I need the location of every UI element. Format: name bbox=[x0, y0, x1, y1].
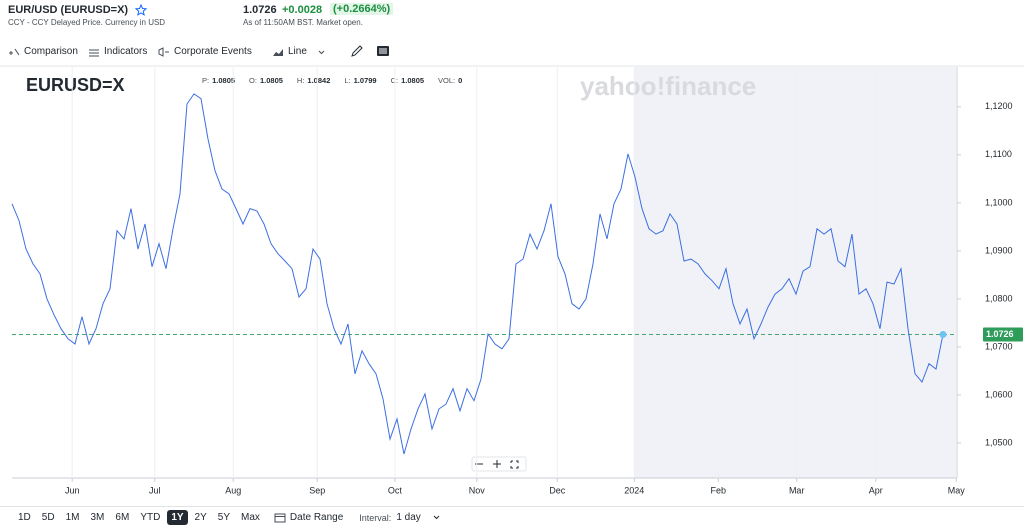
range-button[interactable]: 5Y bbox=[217, 512, 231, 523]
y-tick-label: 1,1200 bbox=[985, 101, 1013, 111]
x-tick-label: Jun bbox=[65, 485, 80, 495]
info-value: 1.0805 bbox=[212, 76, 235, 85]
date-range-button[interactable]: Date Range bbox=[274, 512, 343, 523]
x-tick-label: Apr bbox=[869, 485, 883, 495]
comparison-button[interactable]: Comparison bbox=[8, 46, 78, 57]
label: Comparison bbox=[24, 46, 78, 57]
info-label: H: bbox=[297, 76, 305, 85]
interval-dropdown[interactable] bbox=[423, 513, 443, 523]
timestamp: As of 11:50AM BST. Market open. bbox=[243, 18, 363, 27]
label: Date Range bbox=[289, 512, 344, 523]
zoom-in[interactable] bbox=[493, 460, 501, 468]
range-button[interactable]: Max bbox=[241, 512, 260, 523]
y-tick-label: 1,0900 bbox=[985, 245, 1013, 255]
range-button[interactable]: 5D bbox=[41, 512, 55, 523]
chart-symbol: EURUSD=X bbox=[26, 75, 125, 95]
watermark: yahoo!finance bbox=[580, 71, 756, 101]
range-button[interactable]: 1M bbox=[65, 512, 80, 523]
price-line bbox=[11, 93, 944, 455]
range-button[interactable]: YTD bbox=[140, 512, 161, 523]
info-value: 1.0799 bbox=[354, 76, 377, 85]
x-tick-label: Nov bbox=[469, 485, 486, 495]
fullscreen[interactable] bbox=[510, 460, 519, 469]
price-change: +0.0028 bbox=[282, 4, 323, 16]
y-tick-label: 1,0500 bbox=[985, 437, 1013, 447]
quote-subtitle: CCY - CCY Delayed Price. Currency in USD bbox=[8, 18, 166, 27]
interval-label: Interval: bbox=[359, 512, 392, 523]
price: 1.0726 bbox=[243, 4, 277, 16]
info-value: 1.0805 bbox=[401, 76, 424, 85]
range-button[interactable]: 1Y bbox=[167, 510, 188, 525]
info-label: L: bbox=[344, 76, 350, 85]
x-tick-label: Jul bbox=[149, 485, 161, 495]
y-tick-label: 1,1000 bbox=[985, 197, 1013, 207]
info-label: P: bbox=[202, 76, 209, 85]
x-tick-label: May bbox=[948, 485, 966, 495]
info-value: 1.0805 bbox=[260, 76, 283, 85]
x-tick-label: Dec bbox=[549, 485, 566, 495]
table-icon[interactable] bbox=[376, 45, 390, 57]
y-tick-label: 1,1100 bbox=[985, 149, 1012, 159]
x-tick-label: Aug bbox=[225, 485, 241, 495]
range-button[interactable]: 3M bbox=[90, 512, 105, 523]
label: Corporate Events bbox=[174, 46, 252, 57]
label: Indicators bbox=[104, 46, 148, 57]
star-icon[interactable] bbox=[135, 4, 147, 16]
range-button[interactable]: 1D bbox=[18, 512, 31, 523]
zoom-controls bbox=[471, 456, 527, 472]
chart-style-button[interactable]: Line bbox=[272, 46, 327, 57]
range-buttons: 1D 5D 1M 3M 6M YTD 1Y 2Y 5Y Max bbox=[14, 510, 264, 525]
info-label: O: bbox=[249, 76, 257, 85]
price-change-percent: (+0.2664%) bbox=[330, 3, 394, 15]
highlight-region bbox=[634, 67, 957, 478]
info-value: 0 bbox=[458, 76, 462, 85]
y-tick-label: 1,0800 bbox=[985, 293, 1013, 303]
range-button[interactable]: 6M bbox=[115, 512, 130, 523]
quote-title: EUR/USD (EURUSD=X) bbox=[8, 4, 129, 16]
range-button[interactable]: 2Y bbox=[194, 512, 207, 523]
label: Line bbox=[288, 46, 307, 57]
info-label: C: bbox=[391, 76, 399, 85]
x-tick-label: Feb bbox=[711, 485, 727, 495]
last-point bbox=[939, 330, 947, 338]
info-value: 1.0842 bbox=[307, 76, 330, 85]
x-tick-label: Mar bbox=[789, 485, 805, 495]
draw-icon[interactable] bbox=[350, 44, 364, 58]
info-label: VOL: bbox=[438, 76, 455, 85]
indicators-button[interactable]: Indicators bbox=[88, 46, 147, 57]
bottom-bar: 1D 5D 1M 3M 6M YTD 1Y 2Y 5Y Max Date Range Interv… bbox=[0, 506, 1024, 528]
y-tick-label: 1,0700 bbox=[985, 341, 1013, 351]
x-tick-label: 2024 bbox=[624, 485, 644, 495]
interval-select[interactable]: 1 day bbox=[396, 512, 421, 523]
corporate-events-button[interactable]: Corporate Events bbox=[158, 46, 252, 57]
x-tick-label: Sep bbox=[309, 485, 325, 495]
y-tick-label: 1,0600 bbox=[985, 389, 1013, 399]
current-price-box bbox=[983, 327, 1023, 342]
x-tick-label: Oct bbox=[388, 485, 403, 495]
current-price-label: 1.0726 bbox=[986, 329, 1014, 339]
